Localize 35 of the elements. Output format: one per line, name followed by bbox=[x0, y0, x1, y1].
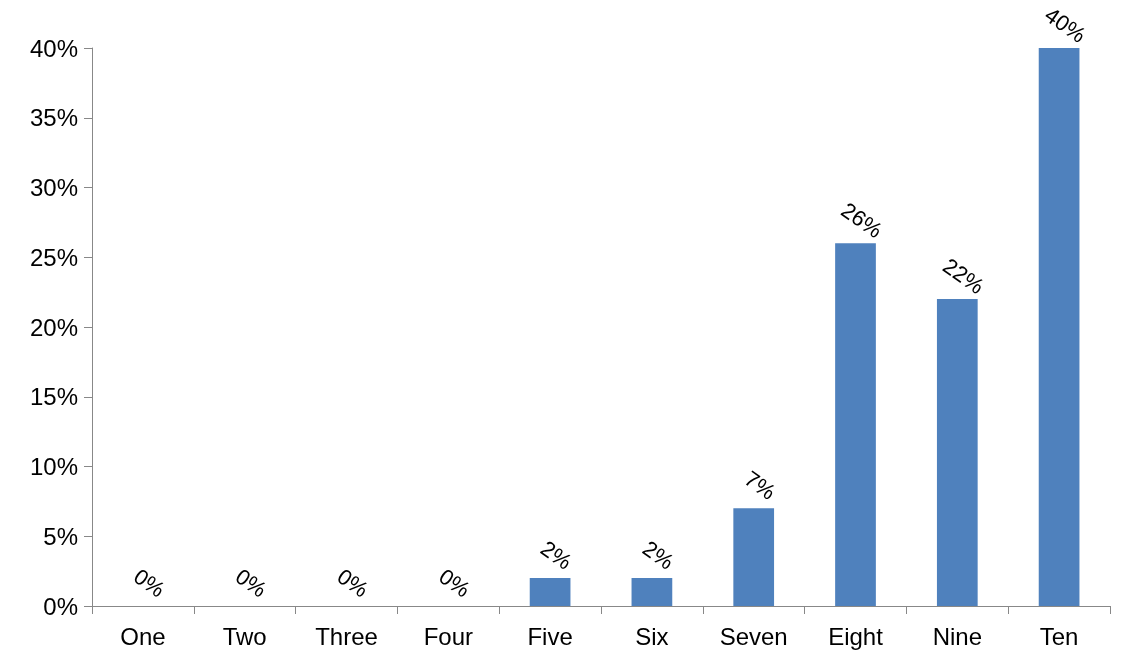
y-tick-label: 30% bbox=[29, 174, 78, 201]
x-tick-label: Eight bbox=[828, 622, 884, 650]
bar bbox=[936, 299, 978, 606]
data-label: 7% bbox=[739, 465, 781, 505]
data-label: 22% bbox=[938, 253, 989, 299]
data-label: 0% bbox=[129, 563, 170, 603]
data-label: 0% bbox=[332, 563, 374, 603]
data-label: 0% bbox=[434, 563, 475, 603]
bar bbox=[835, 243, 876, 606]
y-tick-label: 5% bbox=[43, 522, 78, 550]
x-tick-label: Nine bbox=[932, 622, 982, 650]
y-tick-label: 20% bbox=[29, 313, 78, 341]
x-tick-label: Three bbox=[315, 622, 378, 650]
data-label: 26% bbox=[836, 197, 888, 244]
bar bbox=[733, 508, 775, 606]
data-label: 0% bbox=[230, 563, 272, 603]
x-tick-label: Five bbox=[527, 622, 573, 650]
x-tick-label: Six bbox=[635, 622, 669, 650]
y-tick-label: 40% bbox=[29, 34, 78, 62]
y-tick-label: 15% bbox=[29, 383, 78, 411]
y-tick-label: 10% bbox=[29, 453, 78, 480]
x-tick-label: Seven bbox=[719, 622, 788, 650]
bar bbox=[631, 578, 673, 606]
y-tick-label: 35% bbox=[29, 104, 78, 132]
bar bbox=[1038, 48, 1080, 606]
x-tick-label: Four bbox=[423, 622, 473, 650]
y-tick-label: 0% bbox=[43, 592, 78, 620]
bar bbox=[529, 578, 571, 606]
y-tick-label: 25% bbox=[29, 243, 78, 271]
x-tick-label: One bbox=[120, 622, 166, 650]
data-label: 2% bbox=[638, 535, 679, 575]
data-label: 2% bbox=[536, 535, 577, 575]
x-tick-label: Ten bbox=[1039, 622, 1079, 650]
x-tick-label: Two bbox=[222, 622, 267, 650]
data-label: 40% bbox=[1040, 2, 1091, 48]
